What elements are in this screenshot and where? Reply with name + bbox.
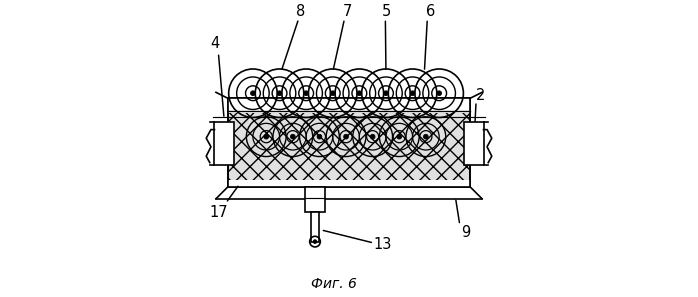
Circle shape bbox=[397, 134, 401, 139]
Text: 9: 9 bbox=[461, 225, 470, 240]
Circle shape bbox=[343, 134, 348, 139]
Circle shape bbox=[290, 134, 295, 139]
Bar bbox=[228, 98, 470, 187]
Text: 8: 8 bbox=[295, 4, 305, 18]
Circle shape bbox=[384, 91, 388, 96]
Circle shape bbox=[357, 91, 362, 96]
Bar bbox=[228, 98, 470, 113]
Circle shape bbox=[277, 91, 282, 96]
Circle shape bbox=[313, 240, 317, 244]
Circle shape bbox=[264, 134, 269, 139]
Bar bbox=[311, 212, 319, 242]
Text: 13: 13 bbox=[374, 237, 392, 252]
Circle shape bbox=[317, 134, 322, 139]
Text: 4: 4 bbox=[211, 36, 220, 51]
Text: 7: 7 bbox=[343, 4, 352, 18]
Text: 2: 2 bbox=[476, 88, 485, 103]
Bar bbox=[228, 180, 470, 187]
Circle shape bbox=[304, 91, 309, 96]
Bar bbox=[214, 122, 234, 165]
Bar bbox=[306, 187, 325, 212]
Circle shape bbox=[370, 134, 375, 139]
Circle shape bbox=[251, 91, 255, 96]
Text: 5: 5 bbox=[383, 4, 392, 18]
Text: Фиг. 6: Фиг. 6 bbox=[311, 277, 357, 291]
Text: 17: 17 bbox=[209, 205, 228, 219]
Circle shape bbox=[330, 91, 335, 96]
Bar bbox=[464, 122, 484, 165]
Bar bbox=[228, 98, 470, 187]
Circle shape bbox=[424, 134, 429, 139]
Text: 6: 6 bbox=[426, 4, 435, 18]
Circle shape bbox=[437, 91, 442, 96]
Circle shape bbox=[410, 91, 415, 96]
